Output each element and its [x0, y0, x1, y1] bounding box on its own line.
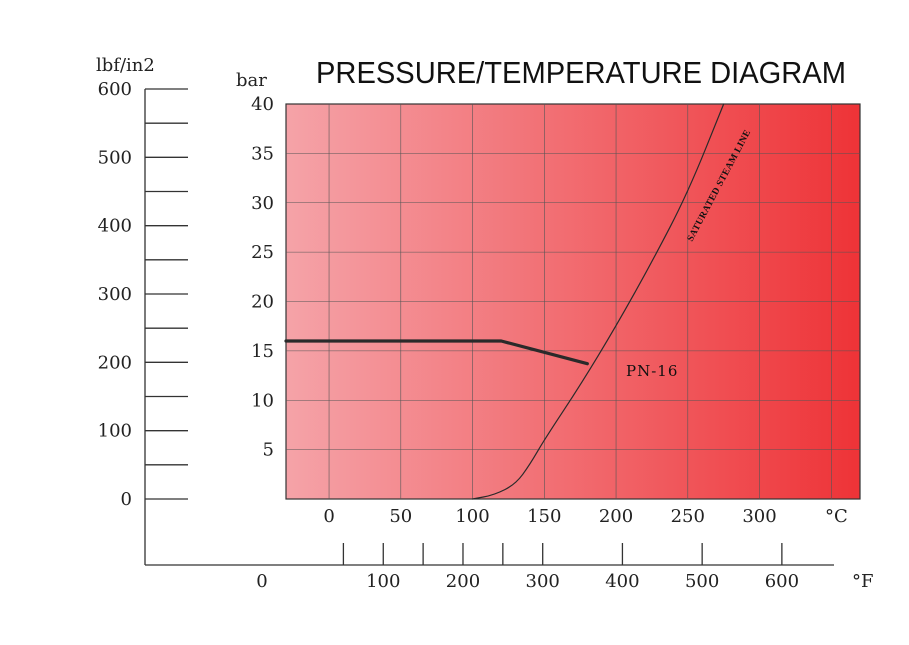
psi-tick-label: 600: [98, 79, 132, 100]
fahrenheit-tick-label: 600: [765, 571, 799, 592]
fahrenheit-unit: °F: [852, 571, 874, 592]
psi-tick-label: 0: [121, 489, 132, 510]
celsius-tick-label: 50: [389, 506, 412, 527]
celsius-unit: °C: [825, 506, 848, 527]
celsius-tick-labels: 0 50 100 150 200 250 300: [323, 506, 776, 527]
celsius-tick-label: 0: [323, 506, 334, 527]
pn16-line: [284, 339, 589, 366]
left-axis-unit: lbf/in2: [96, 55, 155, 76]
fahrenheit-tick-label: 0: [256, 571, 267, 592]
fahrenheit-axis: 0 100 200 300 400 500 600: [145, 543, 834, 592]
chart-title: PRESSURE/TEMPERATURE DIAGRAM: [316, 55, 846, 90]
psi-tick-label: 100: [98, 421, 132, 442]
bar-tick-label: 15: [251, 341, 274, 362]
bar-tick-labels: 5 10 15 20 25 30 35 40: [251, 94, 274, 461]
bar-tick-label: 40: [251, 94, 274, 115]
psi-axis: 0 100 200 300 400 500 600: [98, 79, 188, 565]
psi-tick-label: 500: [98, 147, 132, 168]
bar-tick-label: 25: [251, 242, 274, 263]
grid: [286, 104, 860, 499]
celsius-tick-label: 200: [599, 506, 633, 527]
fahrenheit-tick-label: 100: [366, 571, 400, 592]
bar-tick-label: 35: [251, 143, 274, 164]
psi-tick-label: 300: [98, 284, 132, 305]
series-group: [284, 103, 725, 500]
celsius-tick-label: 100: [455, 506, 489, 527]
fahrenheit-tick-label: 200: [446, 571, 480, 592]
celsius-tick-label: 250: [671, 506, 705, 527]
bar-tick-label: 10: [251, 390, 274, 411]
bar-tick-label: 5: [263, 440, 274, 461]
celsius-tick-label: 300: [742, 506, 776, 527]
bar-tick-label: 30: [251, 193, 274, 214]
fahrenheit-tick-label: 500: [685, 571, 719, 592]
fahrenheit-tick-label: 400: [605, 571, 639, 592]
bar-tick-label: 20: [251, 292, 274, 313]
saturated-steam-line: [471, 103, 725, 500]
celsius-tick-label: 150: [527, 506, 561, 527]
fahrenheit-tick-label: 300: [526, 571, 560, 592]
psi-tick-label: 200: [98, 352, 132, 373]
pn16-label: PN-16: [626, 362, 678, 380]
right-axis-unit: bar: [236, 70, 267, 91]
psi-tick-label: 400: [98, 216, 132, 237]
